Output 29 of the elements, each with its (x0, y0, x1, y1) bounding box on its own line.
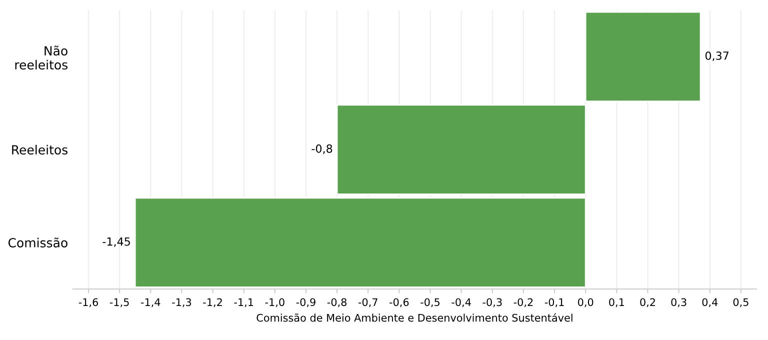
x-tick-label: -1,6 (78, 298, 98, 308)
y-tick-label: Comissão (8, 238, 68, 248)
x-tick-label: -0,2 (514, 298, 533, 308)
x-tick-label: -0,1 (544, 298, 564, 308)
x-tick-label: -0,7 (358, 298, 378, 308)
x-tick-label: -1,4 (140, 298, 160, 308)
x-tick-label: -1,0 (265, 298, 284, 308)
x-tick-label: -1,1 (234, 298, 254, 308)
data-label: -0,8 (312, 144, 332, 154)
x-tick-label: -0,3 (482, 298, 502, 308)
x-tick-label: -0,4 (452, 298, 471, 308)
x-axis-title: Comissão de Meio Ambiente e Desenvolvimento Sustentável (256, 313, 572, 322)
x-tick-label: -0,6 (390, 298, 409, 308)
x-tick-label: 0,0 (578, 298, 594, 308)
x-tick-label: 0,3 (671, 298, 686, 308)
x-tick-label: -0,5 (420, 298, 440, 308)
y-tick-label: Não reeleitos (15, 46, 68, 70)
x-tick-label: -0,8 (327, 298, 346, 308)
x-tick-label: -1,5 (110, 298, 129, 308)
x-tick-label: -1,2 (203, 298, 222, 308)
x-tick-label: 0,2 (640, 298, 655, 308)
data-label: -1,45 (102, 238, 130, 247)
data-label: 0,37 (705, 51, 729, 62)
y-tick-label: Reeleitos (12, 144, 68, 155)
x-tick-label: -0,9 (296, 298, 316, 308)
x-tick-label: 0,4 (702, 298, 718, 308)
x-tick-label: 0,5 (733, 298, 748, 308)
x-tick-label: 0,1 (609, 298, 624, 308)
x-tick-label: -1,3 (172, 298, 192, 308)
